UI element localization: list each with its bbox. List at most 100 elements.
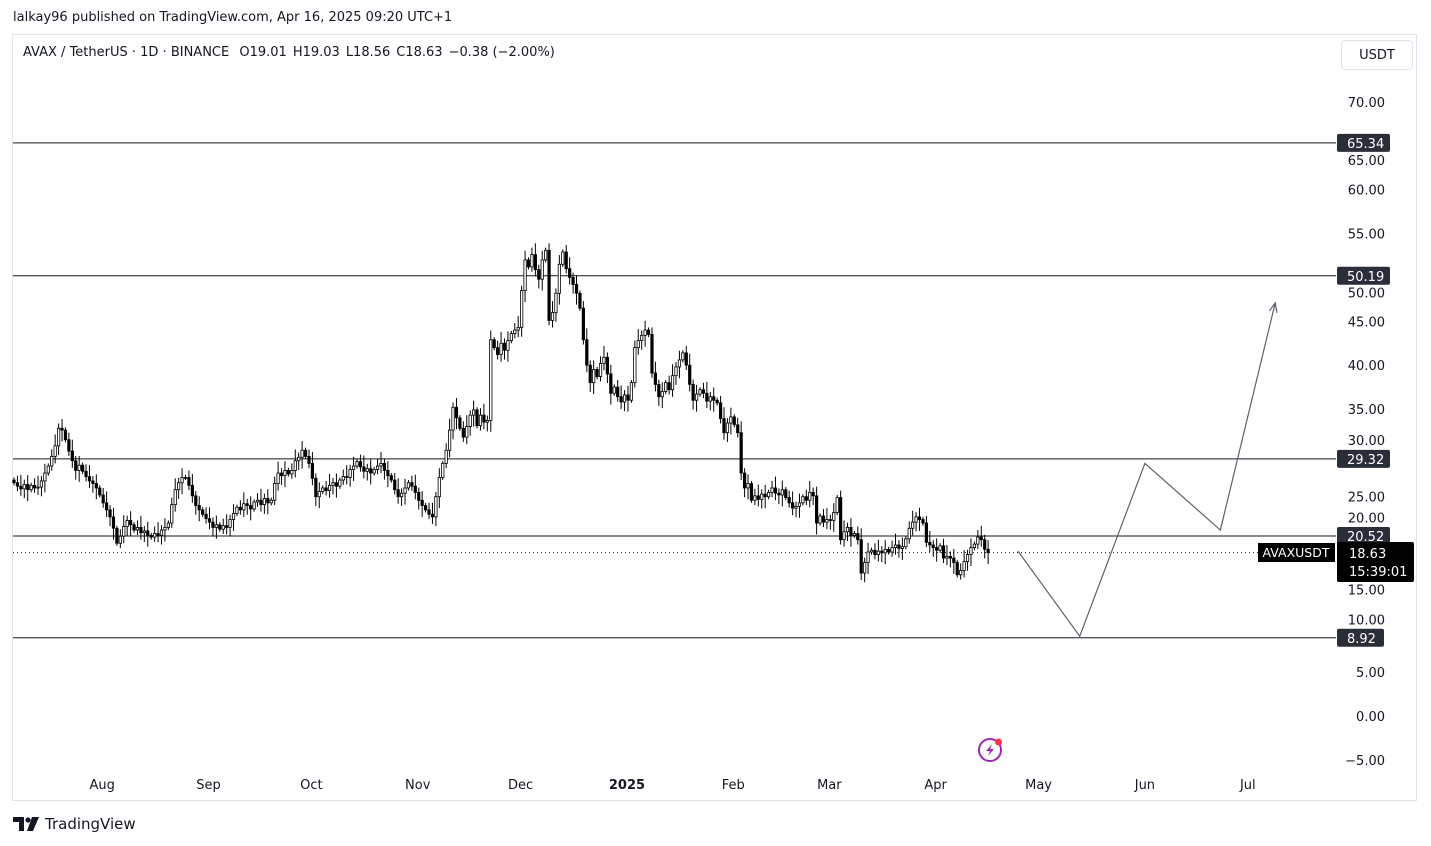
candle	[417, 487, 421, 510]
candle-body-up	[866, 551, 870, 563]
candle-body-up	[677, 359, 682, 368]
candle-body-down	[194, 495, 198, 506]
candle	[111, 507, 116, 540]
candle	[825, 508, 829, 530]
candle	[81, 462, 85, 474]
candle-body-down	[952, 557, 956, 563]
candle	[317, 482, 321, 509]
candle	[434, 491, 438, 527]
candle-body-down	[149, 534, 153, 538]
candle	[705, 381, 709, 409]
candle	[972, 541, 977, 551]
candle	[386, 461, 390, 488]
candle	[70, 439, 74, 468]
candle	[890, 540, 894, 557]
candle-body-down	[91, 480, 95, 484]
candle-body-up	[904, 538, 908, 548]
candle	[475, 407, 479, 429]
candle	[664, 380, 668, 395]
candle-body-up	[914, 516, 918, 523]
candle	[893, 533, 898, 555]
candle	[756, 484, 760, 507]
candle-body-down	[259, 499, 263, 506]
candle	[50, 449, 54, 471]
candle-body-down	[393, 479, 397, 491]
candle	[540, 250, 544, 291]
candle	[602, 345, 606, 371]
candle-body-up	[544, 249, 548, 261]
time-tick-label: Nov	[405, 778, 431, 793]
candle	[859, 528, 863, 581]
candle	[156, 522, 160, 543]
candle	[976, 530, 980, 549]
alert-lightning-icon[interactable]	[978, 738, 1002, 762]
candle	[794, 501, 798, 518]
candle-body-up	[221, 525, 225, 530]
candle-body-down	[763, 493, 767, 498]
candle	[935, 538, 939, 562]
currency-button[interactable]: USDT	[1341, 40, 1413, 70]
candle	[941, 538, 946, 563]
candle-body-up	[540, 259, 544, 280]
projection-arrowhead-icon	[1268, 301, 1278, 313]
candle-body-down	[420, 499, 424, 506]
candle	[863, 557, 867, 583]
candle-body-down	[314, 477, 318, 498]
candle-body-down	[334, 482, 339, 487]
candle	[787, 490, 791, 508]
candle	[924, 516, 928, 548]
candle-body-down	[931, 544, 935, 548]
candle-body-up	[478, 414, 483, 427]
candle-body-up	[694, 393, 699, 401]
candle	[677, 350, 682, 379]
candle	[629, 380, 634, 403]
candle-body-down	[303, 449, 308, 457]
candle-body-down	[605, 356, 609, 375]
candle-body-up	[43, 472, 47, 482]
candle	[56, 423, 61, 456]
candle-body-down	[502, 342, 507, 351]
candle-body-up	[592, 369, 596, 384]
candle-body-down	[924, 522, 928, 543]
candle	[139, 516, 143, 540]
candle-body-down	[132, 524, 136, 531]
candle-body-down	[423, 505, 428, 511]
candle	[526, 257, 531, 270]
candle-body-down	[382, 462, 387, 471]
candle	[502, 338, 507, 360]
candle	[129, 511, 133, 537]
candle-body-down	[650, 334, 654, 374]
candle	[571, 272, 575, 294]
candle-body-down	[197, 505, 201, 511]
candle	[852, 530, 856, 538]
candle-body-up	[46, 465, 50, 474]
candle	[784, 487, 788, 501]
candle-body-up	[153, 533, 157, 538]
candle	[351, 456, 356, 481]
candle-body-up	[465, 426, 469, 438]
candle	[544, 247, 548, 263]
candle-body-down	[324, 487, 328, 491]
candle-body-down	[897, 544, 901, 549]
candle	[46, 463, 50, 476]
level-label: 20.52	[1347, 530, 1384, 545]
candle-body-up	[938, 545, 942, 551]
candle	[550, 301, 555, 328]
candle	[334, 473, 339, 498]
candle-body-up	[122, 526, 126, 537]
candle-body-up	[876, 550, 880, 556]
candle-body-up	[825, 519, 829, 523]
candle-body-up	[664, 382, 668, 392]
candle-body-up	[681, 352, 685, 361]
candle-body-up	[255, 499, 260, 503]
candle	[537, 264, 541, 289]
candle-body-up	[180, 477, 184, 484]
candle-body-up	[835, 497, 839, 513]
chart-pane[interactable]	[12, 34, 1417, 801]
candle	[338, 477, 342, 489]
candle	[496, 340, 500, 360]
candle	[393, 473, 397, 495]
candle-body-up	[472, 409, 476, 416]
candle	[132, 522, 136, 533]
